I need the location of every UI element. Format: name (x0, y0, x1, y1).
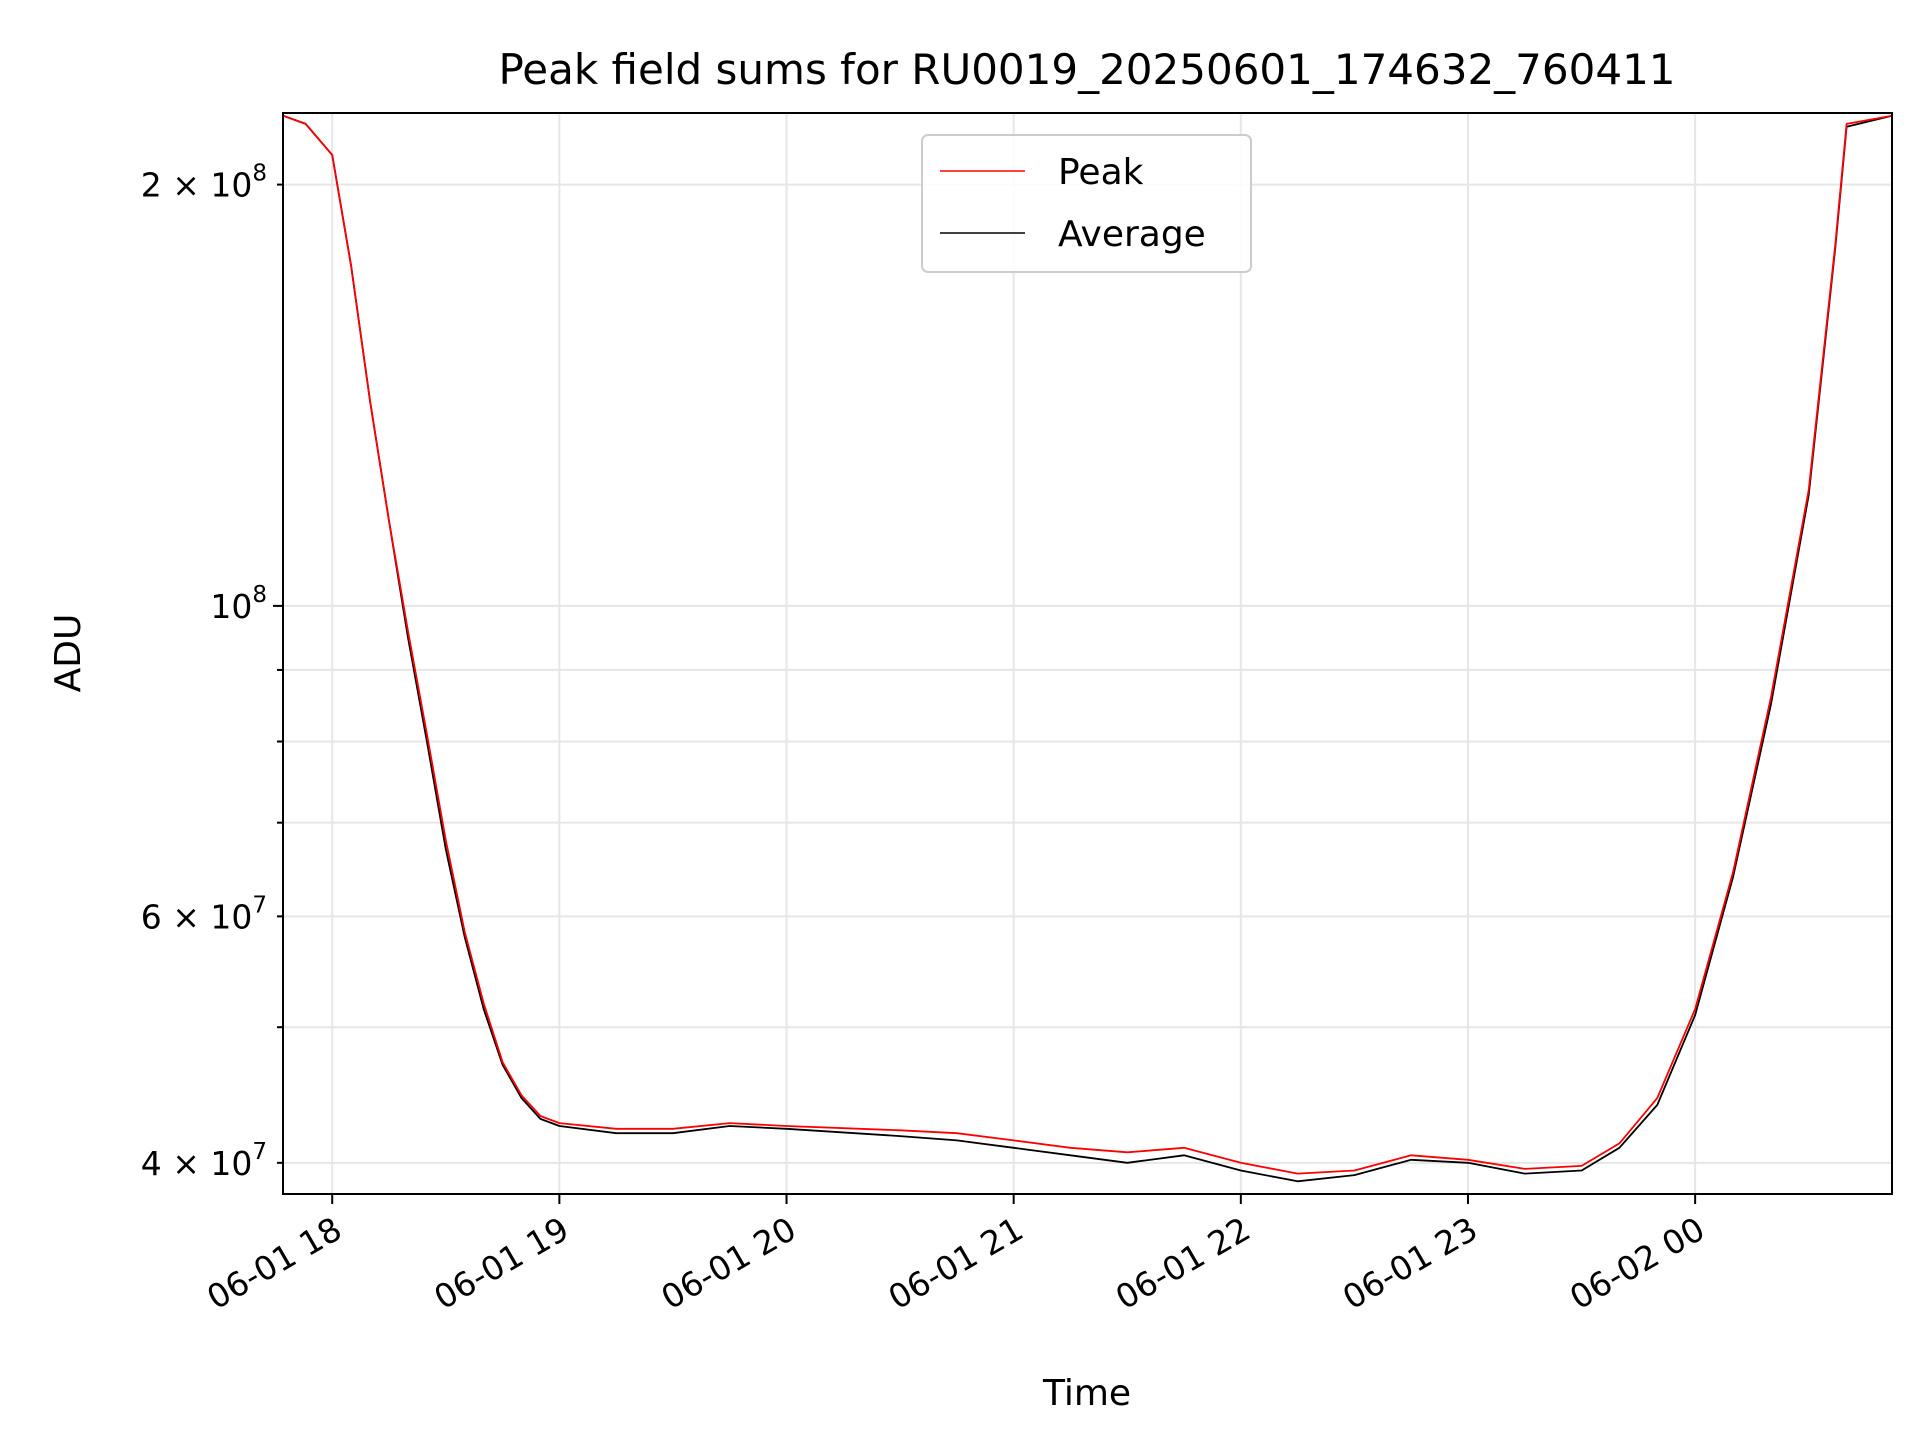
y-tick-label: 108 (210, 582, 267, 626)
chart-title: Peak field sums for RU0019_20250601_1746… (498, 45, 1675, 94)
x-tick-label: 06-01 18 (200, 1209, 348, 1317)
legend-label-peak: Peak (1058, 152, 1144, 193)
legend-box (921, 134, 1252, 273)
y-tick-label: 4 × 107 (141, 1139, 267, 1183)
legend-label-average: Average (1058, 214, 1206, 255)
x-axis-ticks: 06-01 18 06-01 19 06-01 20 06-01 21 06-01 22… (200, 1194, 1711, 1317)
x-tick-label: 06-01 20 (655, 1209, 803, 1317)
legend: Peak Average (921, 134, 1252, 273)
grid (283, 113, 1892, 1194)
x-tick-label: 06-02 00 (1563, 1209, 1711, 1317)
x-tick-label: 06-01 19 (427, 1209, 575, 1317)
x-tick-label: 06-01 21 (882, 1209, 1030, 1317)
series-layer (282, 114, 1893, 1183)
series-line-average (282, 114, 1893, 1183)
y-axis-ticks: 108 4 × 107 6 × 107 2 × 108 (141, 161, 283, 1183)
x-tick-label: 06-01 22 (1109, 1209, 1257, 1317)
y-axis-label: ADU (48, 614, 89, 693)
series-line-peak (282, 114, 1893, 1175)
y-tick-label: 6 × 107 (141, 892, 267, 936)
y-tick-label: 2 × 108 (141, 161, 267, 205)
x-tick-label: 06-01 23 (1336, 1209, 1484, 1317)
x-axis-label: Time (1042, 1373, 1131, 1414)
plot-frame (282, 112, 1893, 1195)
